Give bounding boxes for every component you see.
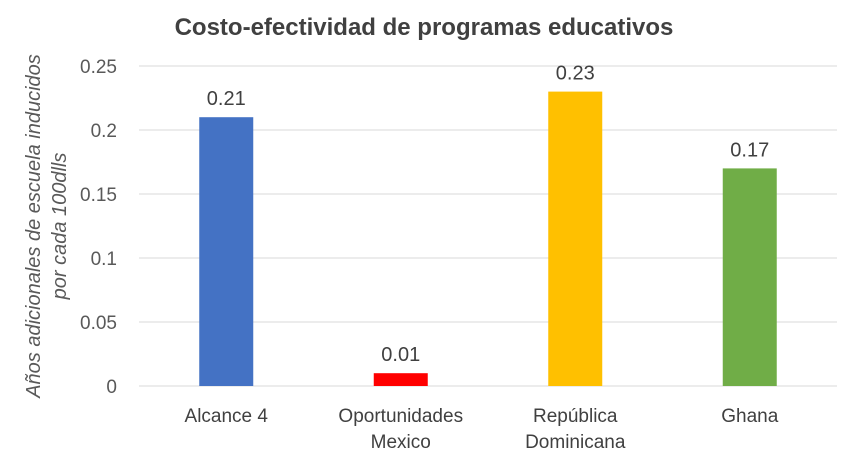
y-axis-ticks: 0 0.05 0.1 0.15 0.2 0.25 xyxy=(80,57,117,398)
x-category-label: Oportunidades xyxy=(338,406,463,427)
bar xyxy=(548,91,603,386)
y-tick-label: 0.05 xyxy=(80,313,117,334)
y-axis-title: Años adicionales de escuela inducidos po… xyxy=(23,54,71,399)
y-tick-label: 0.2 xyxy=(91,121,117,142)
data-label: 0.21 xyxy=(207,88,246,110)
bar xyxy=(373,373,428,386)
x-category-label: Dominicana xyxy=(525,432,626,453)
bar xyxy=(199,117,254,386)
x-axis-categories: Alcance 4 Oportunidades Mexico República Dom… xyxy=(185,406,779,453)
data-label: 0.17 xyxy=(730,139,769,161)
y-axis-title-line-1: Años adicionales de escuela inducidos xyxy=(23,54,45,399)
bars xyxy=(199,91,777,386)
y-tick-label: 0.15 xyxy=(80,185,117,206)
chart-title: Costo-efectividad de programas educativo… xyxy=(175,14,674,41)
x-category-label: Alcance 4 xyxy=(185,406,269,427)
x-category-label: Ghana xyxy=(721,406,778,427)
y-axis-title-line-2: por cada 100dlls xyxy=(49,153,71,301)
data-label: 0.23 xyxy=(556,63,595,85)
x-category-label: Mexico xyxy=(371,432,431,453)
y-tick-label: 0.1 xyxy=(91,249,117,270)
data-labels: 0.21 0.01 0.23 0.17 xyxy=(207,63,769,367)
x-category-label: República xyxy=(533,406,618,427)
y-tick-label: 0.25 xyxy=(80,57,117,78)
data-label: 0.01 xyxy=(381,344,420,366)
gridlines xyxy=(139,65,837,387)
bar xyxy=(722,168,777,386)
y-tick-label: 0 xyxy=(106,377,117,398)
